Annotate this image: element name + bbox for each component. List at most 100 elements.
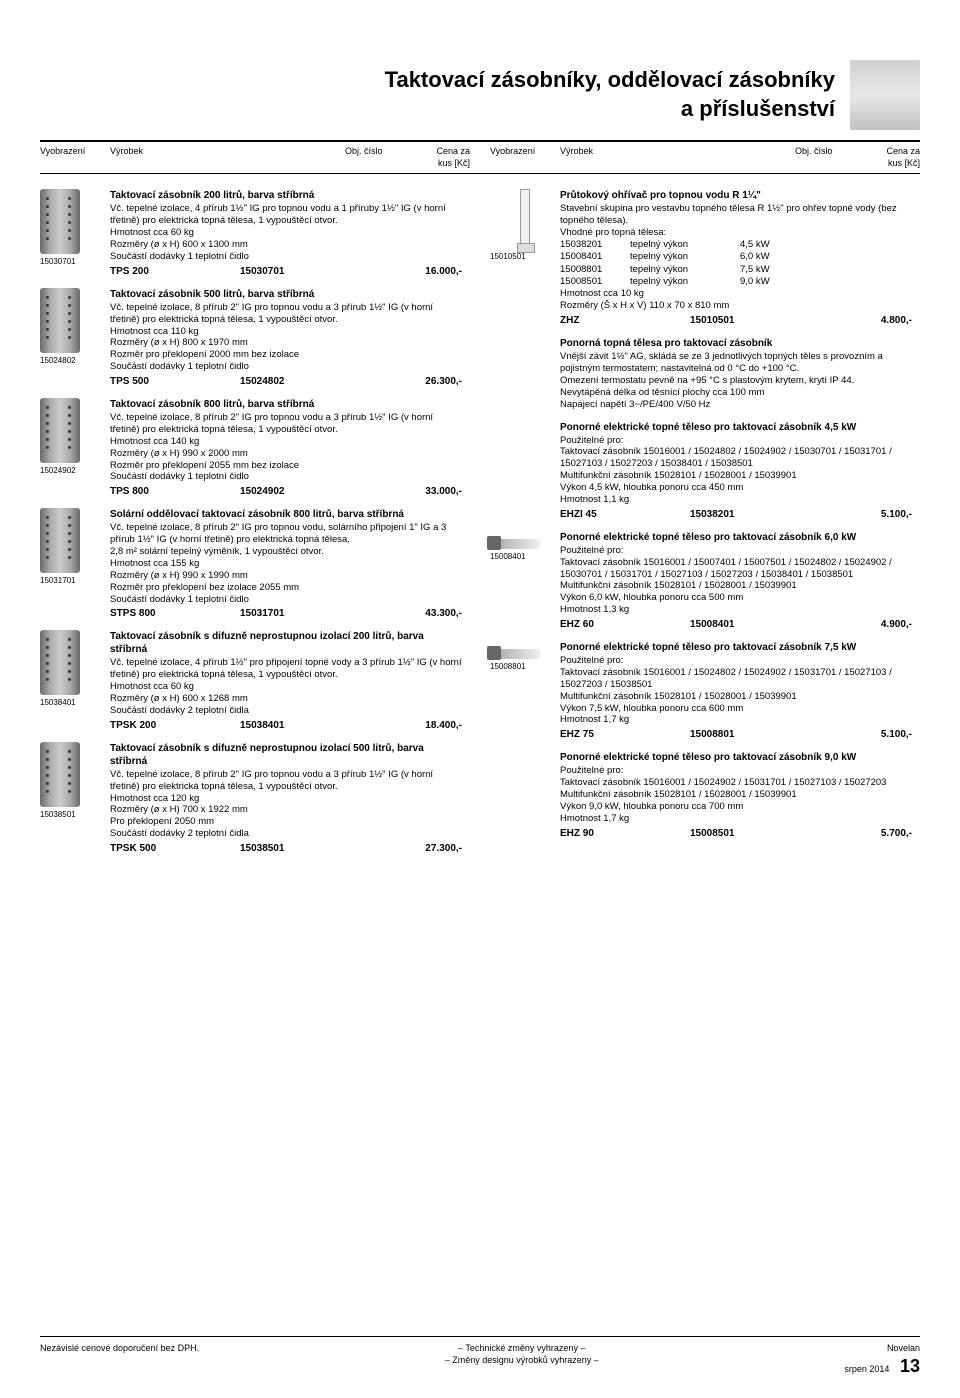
product-image-label: 15038501 xyxy=(40,810,110,820)
product-number: 15038201 xyxy=(690,508,857,521)
product-model: TPSK 200 xyxy=(110,719,240,732)
product-image-cell: 15038501 xyxy=(40,742,110,855)
product-model: TPS 800 xyxy=(110,485,240,498)
product-image-cell: 15030701 xyxy=(40,189,110,277)
product-model: EHZ 60 xyxy=(560,618,690,631)
product-entry: 15038401 Taktovací zásobník s difuzně nep… xyxy=(40,630,470,731)
footer-right: Novelan srpen 2014 13 xyxy=(844,1343,920,1378)
product-image-label: 15010501 xyxy=(490,252,560,262)
product-title: Taktovací zásobník s difuzně neprostupno… xyxy=(110,742,462,768)
product-entry: 15024802 Taktovací zásobník 500 litrů, ba… xyxy=(40,288,470,388)
product-body: Taktovací zásobník 500 litrů, barva stří… xyxy=(110,288,470,388)
product-price: 4.800,- xyxy=(857,314,912,327)
tank-icon xyxy=(40,742,80,807)
product-code-row: TPSK 2001503840118.400,- xyxy=(110,719,462,732)
product-title: Taktovací zásobník 500 litrů, barva stří… xyxy=(110,288,462,301)
divider-thick xyxy=(40,140,920,142)
product-code-row: EHZ 90150085015.700,- xyxy=(560,827,912,840)
page-title-l2: a příslušenství xyxy=(385,95,835,124)
product-body: Ponorné elektrické topné těleso pro takt… xyxy=(560,641,920,741)
product-number: 15030701 xyxy=(240,265,407,278)
product-price: 4.900,- xyxy=(857,618,912,631)
product-code-row: TPS 5001502480226.300,- xyxy=(110,375,462,388)
page-title: Taktovací zásobníky, oddělovací zásobník… xyxy=(385,66,835,123)
product-image-label: 15024902 xyxy=(40,466,110,476)
page-number: 13 xyxy=(900,1356,920,1376)
product-model: TPSK 500 xyxy=(110,842,240,855)
product-title: Ponorné elektrické topné těleso pro takt… xyxy=(560,531,912,544)
product-image-cell: 15024802 xyxy=(40,288,110,388)
product-entry: 15008401Ponorné elektrické topné těleso … xyxy=(490,531,920,631)
product-image-label: 15030701 xyxy=(40,257,110,267)
tank-icon xyxy=(40,288,80,353)
product-image-cell: 15024902 xyxy=(40,398,110,498)
product-code-row: EHZI 45150382015.100,- xyxy=(560,508,912,521)
product-code-row: TPS 8001502490233.000,- xyxy=(110,485,462,498)
product-body: Taktovací zásobník 800 litrů, barva stří… xyxy=(110,398,470,498)
spec-row: 15038201tepelný výkon4,5 kW xyxy=(560,239,912,251)
product-price: 16.000,- xyxy=(407,265,462,278)
product-title: Průtokový ohřívač pro topnou vodu R 1¼" xyxy=(560,189,912,202)
element-icon xyxy=(490,649,540,659)
spec-row: 15008801tepelný výkon7,5 kW xyxy=(560,264,912,276)
product-image-cell: 15010501 xyxy=(490,189,560,327)
product-title: Solární oddělovací taktovací zásobník 80… xyxy=(110,508,462,521)
product-desc: Vč. tepelné izolace, 8 přírub 2" IG pro … xyxy=(110,522,462,605)
footer: Nezávislé cenové doporučení bez DPH. – T… xyxy=(40,1336,920,1378)
product-model: EHZI 45 xyxy=(560,508,690,521)
product-image-label: 15031701 xyxy=(40,576,110,586)
product-price: 33.000,- xyxy=(407,485,462,498)
product-body: Solární oddělovací taktovací zásobník 80… xyxy=(110,508,470,620)
product-body: Taktovací zásobník 200 litrů, barva stří… xyxy=(110,189,470,277)
product-title: Taktovací zásobník 800 litrů, barva stří… xyxy=(110,398,462,411)
product-desc: Vnější závit 1½" AG, skládá se ze 3 jedn… xyxy=(560,351,912,410)
product-desc: Vč. tepelné izolace, 4 přírub 1½" pro př… xyxy=(110,657,462,716)
product-number: 15031701 xyxy=(240,607,407,620)
tank-icon xyxy=(40,630,80,695)
product-price: 26.300,- xyxy=(407,375,462,388)
product-title: Taktovací zásobník s difuzně neprostupno… xyxy=(110,630,462,656)
product-image-label: 15008401 xyxy=(490,552,560,562)
product-number: 15038401 xyxy=(240,719,407,732)
product-image-label: 15008801 xyxy=(490,662,560,672)
product-price: 5.700,- xyxy=(857,827,912,840)
product-entry: 15030701 Taktovací zásobník 200 litrů, ba… xyxy=(40,189,470,277)
product-price: 18.400,- xyxy=(407,719,462,732)
divider-thin xyxy=(40,173,920,174)
left-column: 15030701 Taktovací zásobník 200 litrů, ba… xyxy=(40,189,470,865)
product-desc: Použitelné pro:Taktovací zásobník 150160… xyxy=(560,545,912,616)
product-number: 15008501 xyxy=(690,827,857,840)
product-body: Ponorné elektrické topné těleso pro takt… xyxy=(560,751,920,839)
right-column: 15010501 Průtokový ohřívač pro topnou vod… xyxy=(490,189,920,865)
product-entry: 15031701 Solární oddělovací taktovací zás… xyxy=(40,508,470,620)
element-icon xyxy=(490,539,540,549)
product-title: Ponorné elektrické topné těleso pro takt… xyxy=(560,641,912,654)
spec-table: 15038201tepelný výkon4,5 kW15008401tepel… xyxy=(560,239,912,288)
product-image-cell: 15038401 xyxy=(40,630,110,731)
column-headers: Vyobrazení Výrobek Obj. číslo Cena za ku… xyxy=(40,146,920,169)
product-entry: 15024902 Taktovací zásobník 800 litrů, ba… xyxy=(40,398,470,498)
col-header-price: Cena za kus [Kč] xyxy=(415,146,470,169)
product-desc: Použitelné pro:Taktovací zásobník 150160… xyxy=(560,655,912,726)
product-title: Ponorné elektrické topné těleso pro takt… xyxy=(560,421,912,434)
product-desc: Vč. tepelné izolace, 8 přírub 2" IG pro … xyxy=(110,769,462,840)
product-model: STPS 800 xyxy=(110,607,240,620)
product-image-cell xyxy=(490,337,560,410)
product-code-row: STPS 8001503170143.300,- xyxy=(110,607,462,620)
product-title: Taktovací zásobník 200 litrů, barva stří… xyxy=(110,189,462,202)
heater-icon xyxy=(520,189,530,249)
product-title: Ponorná topná tělesa pro taktovací zásob… xyxy=(560,337,912,350)
product-image-cell xyxy=(490,751,560,839)
product-model: TPS 500 xyxy=(110,375,240,388)
product-image-label: 15038401 xyxy=(40,698,110,708)
product-number: 15010501 xyxy=(690,314,857,327)
col-header-prod: Výrobek xyxy=(560,146,795,169)
product-desc: Použitelné pro:Taktovací zásobník 150160… xyxy=(560,765,912,824)
product-price: 5.100,- xyxy=(857,508,912,521)
product-entry: Ponorné elektrické topné těleso pro takt… xyxy=(490,421,920,521)
col-header-num: Obj. číslo xyxy=(345,146,415,169)
product-image-label: 15024802 xyxy=(40,356,110,366)
product-entry: Ponorná topná tělesa pro taktovací zásob… xyxy=(490,337,920,410)
col-header-num: Obj. číslo xyxy=(795,146,865,169)
product-code-row: EHZ 60150084014.900,- xyxy=(560,618,912,631)
